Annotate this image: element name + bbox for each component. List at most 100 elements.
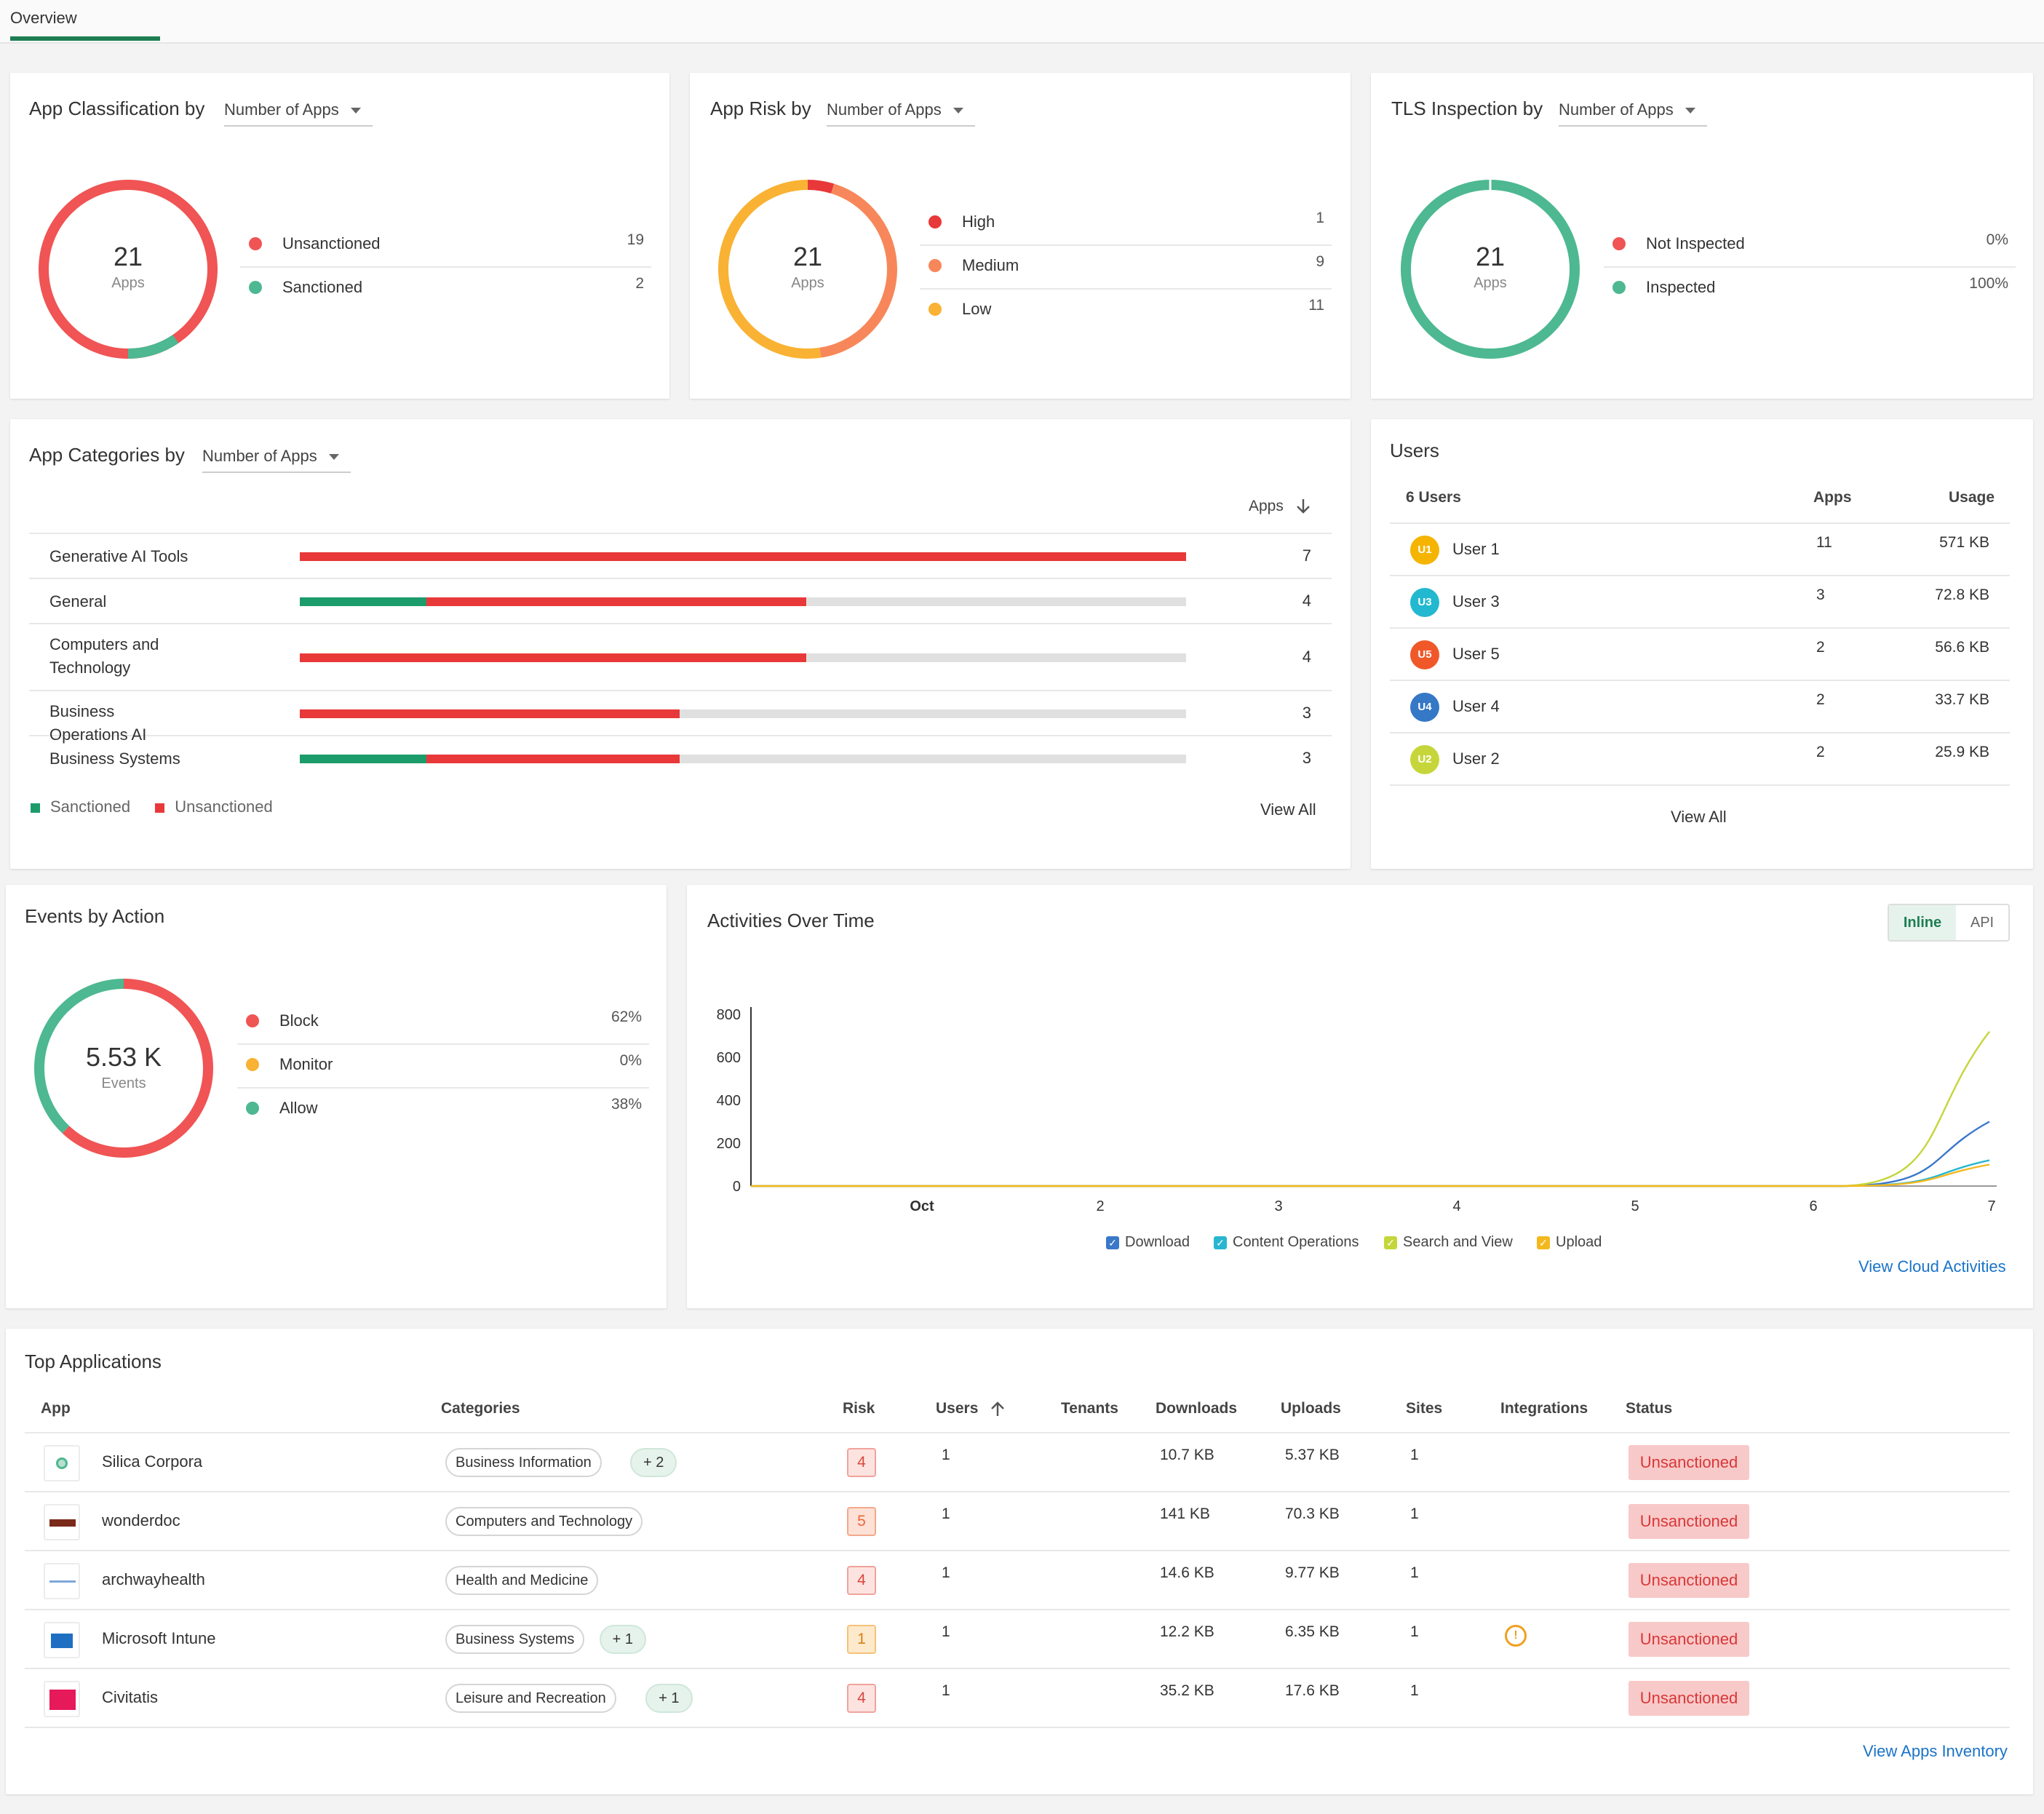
donut-total: 21 — [113, 242, 143, 271]
app-logo — [44, 1504, 80, 1540]
x-tick-label: 2 — [1096, 1198, 1104, 1214]
avatar: U1 — [1410, 536, 1439, 565]
table-row[interactable]: archwayhealth Health and Medicine 4 1 14.6 K… — [25, 1551, 2010, 1610]
app-name[interactable]: wonderdoc — [102, 1511, 180, 1529]
category-pill[interactable]: Health and Medicine — [445, 1566, 599, 1595]
col-header-status: Status — [1626, 1400, 1673, 1417]
x-tick-label: 3 — [1274, 1198, 1282, 1214]
user-usage: 56.6 KB — [1935, 639, 1989, 656]
donut-segment-medium — [718, 180, 897, 359]
app-risk-selector[interactable]: Number of Apps — [827, 100, 975, 127]
user-name: User 4 — [1452, 697, 1500, 715]
warning-icon[interactable]: ! — [1505, 1625, 1527, 1647]
more-categories-pill[interactable]: + 1 — [645, 1684, 693, 1713]
categories-legend: Sanctioned Unsanctioned — [31, 797, 273, 816]
categories-view-all-link[interactable]: View All — [1260, 800, 1316, 819]
checkbox-checked-icon: ✓ — [1214, 1236, 1227, 1249]
app-classification-selector[interactable]: Number of Apps — [224, 100, 373, 127]
more-categories-pill[interactable]: + 2 — [630, 1448, 677, 1477]
table-row[interactable]: Civitatis Leisure and Recreation + 1 4 1 35.2… — [25, 1669, 2010, 1728]
category-pill[interactable]: Business Systems — [445, 1625, 585, 1654]
wonderdoc-logo-icon — [49, 1519, 76, 1527]
top-applications-card — [6, 1329, 2033, 1794]
legend-dot — [928, 215, 942, 228]
sites-count: 1 — [1410, 1623, 1419, 1640]
view-apps-inventory-link[interactable]: View Apps Inventory — [1863, 1742, 2008, 1760]
app-categories-selector[interactable]: Number of Apps — [202, 447, 351, 473]
risk-badge: 5 — [847, 1507, 876, 1536]
uploads-value: 70.3 KB — [1285, 1505, 1340, 1522]
user-name: User 1 — [1452, 540, 1500, 558]
category-row[interactable]: Generative AI Tools 7 — [29, 534, 1332, 579]
series-legend-item[interactable]: ✓ Content Operations — [1214, 1234, 1359, 1251]
users-header-divider — [1390, 522, 2010, 524]
users-view-all-link[interactable]: View All — [1671, 808, 1727, 826]
downloads-value: 35.2 KB — [1160, 1682, 1214, 1699]
microsoft-intune-logo-icon — [51, 1634, 73, 1648]
top-applications-title: Top Applications — [25, 1350, 162, 1372]
series-legend-item[interactable]: ✓ Download — [1106, 1234, 1190, 1251]
app-name[interactable]: Microsoft Intune — [102, 1629, 216, 1647]
uploads-value: 9.77 KB — [1285, 1564, 1340, 1581]
tls-inspection-title: TLS Inspection by — [1391, 98, 1543, 119]
category-pill[interactable]: Business Information — [445, 1448, 602, 1477]
categories-apps-header[interactable]: Apps — [1249, 498, 1311, 515]
series-line-search-and-view — [751, 1030, 1990, 1188]
category-value: 3 — [1302, 704, 1311, 722]
tls-inspection-selector[interactable]: Number of Apps — [1559, 100, 1707, 127]
risk-badge: 1 — [847, 1625, 876, 1654]
y-tick-label: 200 — [717, 1136, 741, 1152]
category-pill[interactable]: Leisure and Recreation — [445, 1684, 616, 1713]
legend-dot — [246, 1102, 259, 1115]
tls-donut-label: 21 Apps — [1454, 242, 1527, 292]
users-card — [1371, 419, 2033, 869]
legend-value: 100% — [1969, 275, 2008, 292]
risk-badge: 4 — [847, 1448, 876, 1477]
category-bar — [300, 755, 1186, 763]
more-categories-pill[interactable]: + 1 — [599, 1625, 646, 1654]
category-bar — [300, 552, 1186, 561]
legend-sanctioned: Sanctioned — [50, 797, 131, 816]
legend-label: Unsanctioned — [282, 234, 381, 252]
users-title: Users — [1390, 439, 1439, 461]
app-name[interactable]: Civitatis — [102, 1688, 159, 1706]
user-row[interactable]: U1 User 1 11 571 KB — [1390, 524, 2010, 576]
chevron-down-icon — [953, 108, 963, 114]
tab-overview[interactable]: Overview — [10, 9, 77, 27]
legend-dot — [928, 303, 942, 316]
category-pill[interactable]: Computers and Technology — [445, 1507, 643, 1536]
app-name[interactable]: archwayhealth — [102, 1570, 205, 1588]
col-header-users[interactable]: Users — [936, 1400, 1006, 1417]
series-line-upload — [751, 1163, 1990, 1188]
series-legend-item[interactable]: ✓ Upload — [1537, 1234, 1602, 1251]
user-row[interactable]: U5 User 5 2 56.6 KB — [1390, 629, 2010, 681]
table-row[interactable]: Microsoft Intune Business Systems + 1 1 1 12.… — [25, 1610, 2010, 1669]
category-row[interactable]: Business Operations AI 3 — [29, 691, 1332, 744]
user-row[interactable]: U2 User 2 2 25.9 KB — [1390, 733, 2010, 786]
arrow-down-icon — [1296, 499, 1310, 514]
downloads-value: 141 KB — [1160, 1505, 1210, 1522]
x-tick-label: Oct — [910, 1198, 934, 1214]
user-row[interactable]: U4 User 4 2 33.7 KB — [1390, 681, 2010, 733]
user-row[interactable]: U3 User 3 3 72.8 KB — [1390, 576, 2010, 629]
table-row[interactable]: Silica Corpora Business Information + 2 4 1 1… — [25, 1433, 2010, 1492]
legend-row-high: High 1 — [920, 202, 1332, 246]
col-header-uploads: Uploads — [1281, 1400, 1341, 1417]
app-name[interactable]: Silica Corpora — [102, 1452, 203, 1471]
user-usage: 25.9 KB — [1935, 744, 1989, 760]
table-row[interactable]: wonderdoc Computers and Technology 5 1 141 K… — [25, 1492, 2010, 1551]
archwayhealth-logo-icon — [49, 1580, 76, 1583]
toggle-inline[interactable]: Inline — [1889, 905, 1956, 940]
category-row[interactable]: Computers and Technology 4 — [29, 624, 1332, 691]
category-row[interactable]: Business Systems 3 — [29, 736, 1332, 781]
toggle-api[interactable]: API — [1970, 915, 1995, 931]
col-header-downloads: Downloads — [1156, 1400, 1238, 1417]
category-name: Business Operations AI — [49, 702, 147, 744]
user-apps-count: 11 — [1816, 534, 1832, 551]
events-by-action-card — [6, 885, 667, 1308]
series-legend-item[interactable]: ✓ Search and View — [1384, 1234, 1513, 1251]
category-row[interactable]: General 4 — [29, 579, 1332, 624]
view-cloud-activities-link[interactable]: View Cloud Activities — [1858, 1257, 2006, 1276]
legend-label: Sanctioned — [282, 278, 363, 296]
legend-dot — [246, 1058, 259, 1071]
